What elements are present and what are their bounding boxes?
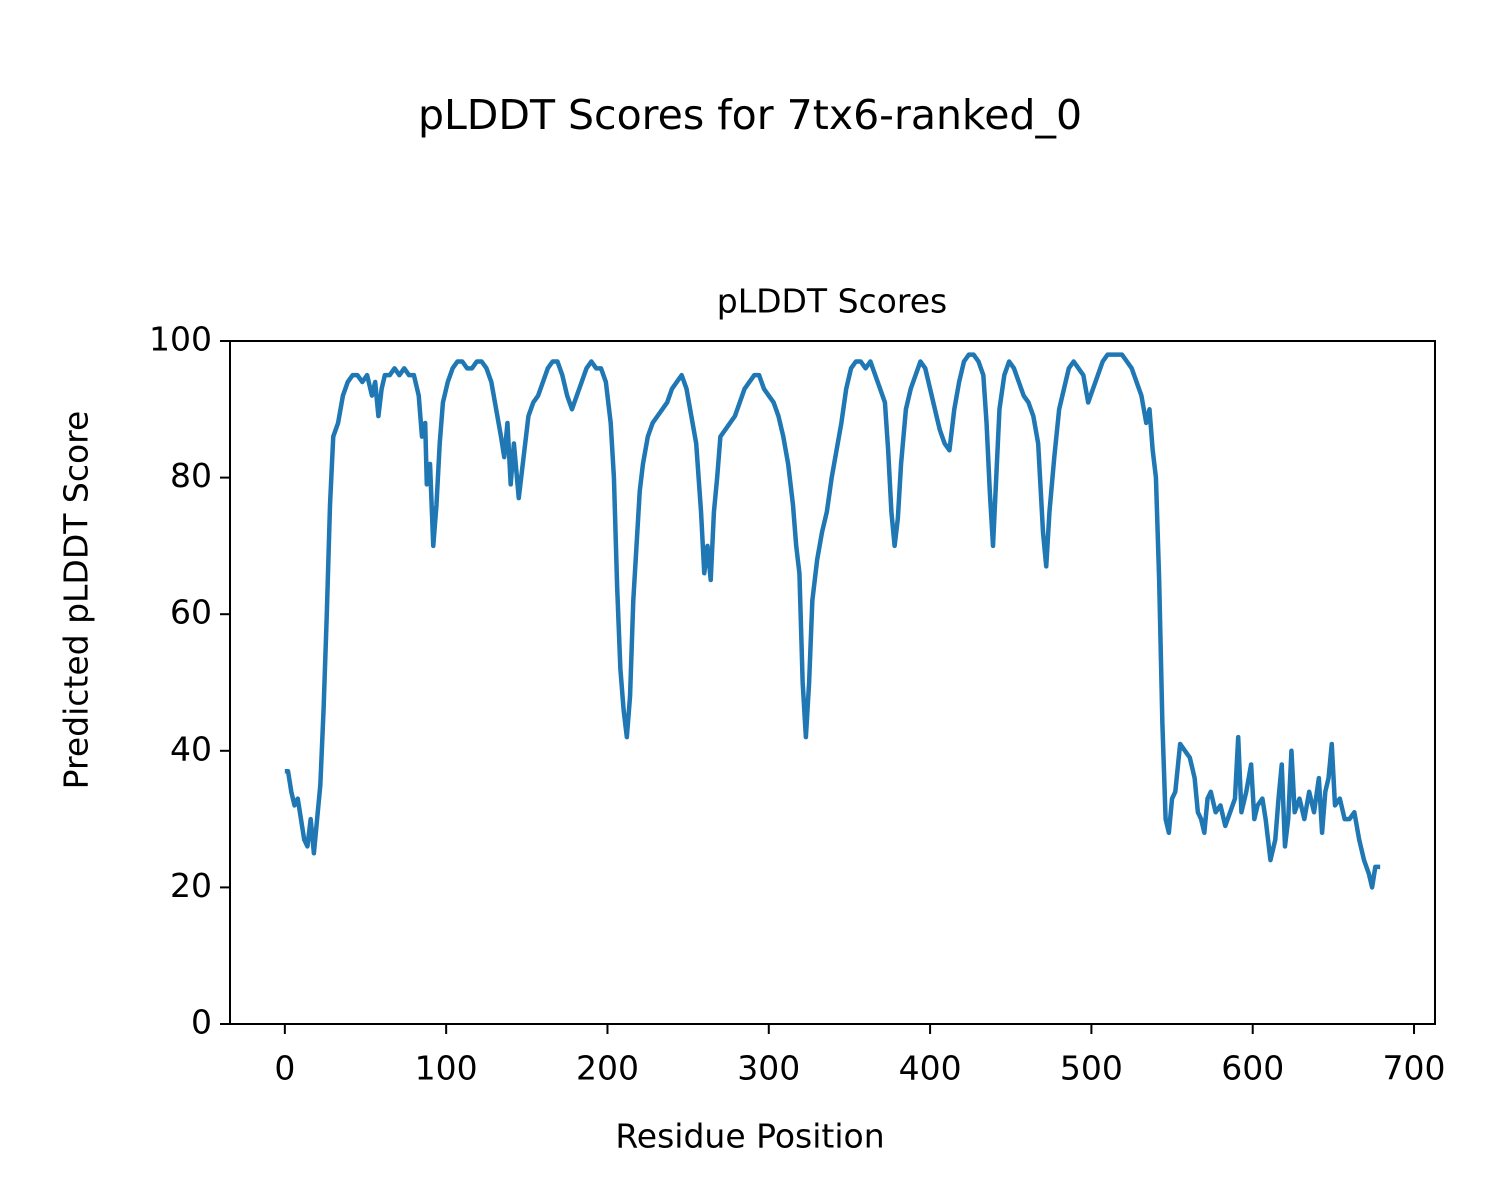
y-tick-label: 80	[170, 456, 212, 495]
axes-title: pLDDT Scores	[717, 282, 947, 321]
x-tick-label: 100	[415, 1049, 478, 1088]
x-axis-label: Residue Position	[615, 1117, 884, 1156]
figure-title: pLDDT Scores for 7tx6-ranked_0	[418, 91, 1082, 139]
x-tick-label: 400	[899, 1049, 962, 1088]
y-axis-label: Predicted pLDDT Score	[57, 411, 96, 790]
y-tick-label: 20	[170, 866, 212, 905]
x-tick-label: 300	[737, 1049, 800, 1088]
x-tick-label: 700	[1383, 1049, 1446, 1088]
x-tick-label: 0	[274, 1049, 295, 1088]
y-tick-label: 60	[170, 593, 212, 632]
x-tick-label: 200	[576, 1049, 639, 1088]
line-series	[284, 352, 1381, 890]
y-tick-label: 40	[170, 729, 212, 768]
plot-frame	[229, 340, 1436, 1025]
y-tick-label: 100	[149, 320, 212, 359]
x-tick-label: 600	[1221, 1049, 1284, 1088]
x-tick-label: 500	[1060, 1049, 1123, 1088]
y-tick-label: 0	[191, 1003, 212, 1042]
